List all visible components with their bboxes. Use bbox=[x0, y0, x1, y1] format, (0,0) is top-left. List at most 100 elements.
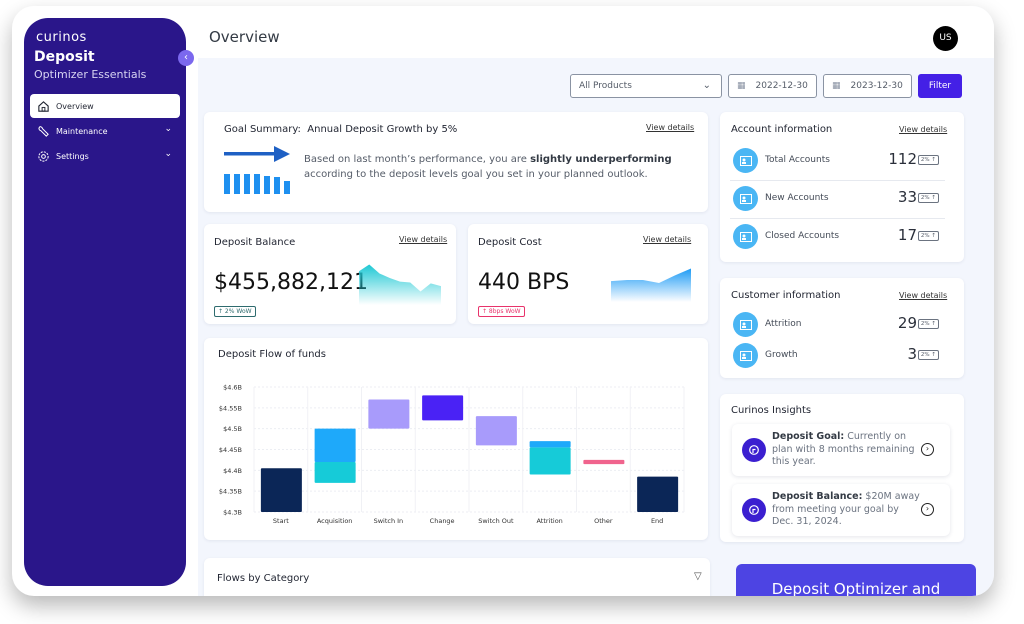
deposit-balance-badge: ↑ 2% WoW bbox=[214, 306, 256, 317]
product-select[interactable]: All Products ⌄ bbox=[570, 74, 722, 98]
insight-item[interactable]: Deposit Balance: $20M away from meeting … bbox=[732, 484, 950, 536]
id-card-icon bbox=[733, 312, 758, 337]
account-row-label: Closed Accounts bbox=[765, 231, 840, 241]
waterfall-bar-other[interactable] bbox=[583, 459, 625, 465]
flows-by-category-card: Flows by Category ▽ bbox=[204, 558, 710, 596]
y-tick-label: $4.4B bbox=[223, 467, 242, 475]
account-row-badge: 2% ↑ bbox=[917, 193, 939, 203]
waterfall-bar-attrition[interactable] bbox=[529, 441, 571, 448]
x-tick-label: Other bbox=[594, 517, 613, 525]
app-name: Deposit bbox=[34, 49, 95, 65]
account-row-value: 33 bbox=[897, 188, 917, 206]
goal-trend-icon bbox=[224, 146, 290, 194]
goal-summary-goal: Annual Deposit Growth by 5% bbox=[307, 124, 458, 135]
account-row-badge: 2% ↑ bbox=[917, 231, 939, 241]
insight-icon bbox=[742, 498, 766, 522]
waterfall-bar-acquisition[interactable] bbox=[314, 462, 356, 483]
customer-row-attrition: Attrition 29 2% ↑ bbox=[730, 306, 945, 344]
deposit-balance-sparkline bbox=[359, 264, 441, 305]
waterfall-bar-switch-in[interactable] bbox=[368, 399, 410, 429]
account-info-view-details-link[interactable]: View details bbox=[899, 125, 948, 134]
insight-text: Deposit Balance: $20M away from meeting … bbox=[772, 491, 920, 527]
chevron-left-icon: ‹ bbox=[184, 52, 188, 63]
collapse-sidebar-button[interactable]: ‹ bbox=[178, 50, 194, 66]
main-content: Overview US All Products ⌄ ▦ 2022-12-30 … bbox=[198, 6, 994, 596]
flows-by-category-title: Flows by Category bbox=[217, 573, 310, 584]
id-card-icon bbox=[733, 343, 758, 368]
sidebar-item-maintenance[interactable]: Maintenance ⌄ bbox=[30, 119, 180, 143]
app-subtitle: Optimizer Essentials bbox=[34, 68, 147, 81]
customer-info-card: Customer information View details Attrit… bbox=[720, 278, 964, 378]
sparkline-area bbox=[359, 264, 441, 305]
account-row-value: 17 bbox=[897, 226, 917, 244]
insight-item[interactable]: Deposit Goal: Currently on plan with 8 m… bbox=[732, 424, 950, 476]
waterfall-bar-end[interactable] bbox=[637, 476, 679, 512]
goal-view-details-link[interactable]: View details bbox=[646, 123, 695, 132]
customer-row-growth: Growth 3 2% ↑ bbox=[730, 337, 945, 375]
waterfall-bar-switch-out[interactable] bbox=[475, 416, 517, 446]
waterfall-bar-change[interactable] bbox=[422, 395, 464, 421]
account-row-label: New Accounts bbox=[765, 193, 829, 203]
chart-title: Deposit Flow of funds bbox=[218, 349, 326, 360]
promo-card[interactable]: Deposit Optimizer and bbox=[736, 564, 976, 596]
product-select-value: All Products bbox=[579, 81, 632, 91]
wrench-icon bbox=[36, 124, 50, 138]
x-tick-label: Start bbox=[273, 517, 289, 525]
customer-row-value: 3 bbox=[907, 345, 917, 363]
app-window: curinos Deposit Optimizer Essentials Ove… bbox=[12, 6, 994, 596]
end-date-input[interactable]: ▦ 2023-12-30 bbox=[823, 74, 912, 98]
deposit-balance-value: $455,882,121 bbox=[214, 270, 368, 295]
chevron-right-circle-icon[interactable]: › bbox=[921, 443, 934, 456]
sparkline-area bbox=[611, 268, 691, 302]
deposit-flow-chart: $4.3B $4.35B $4.4B $4.45B $4.5B $4.55B $4.6B St… bbox=[219, 384, 685, 525]
y-tick-label: $4.5B bbox=[223, 425, 242, 433]
divider bbox=[730, 180, 945, 181]
account-row-closed: Closed Accounts 17 2% ↑ bbox=[730, 218, 945, 256]
customer-info-title: Customer information bbox=[731, 290, 841, 301]
y-tick-label: $4.45B bbox=[219, 446, 242, 454]
sidebar: curinos Deposit Optimizer Essentials Ove… bbox=[24, 18, 186, 586]
x-tick-label: End bbox=[651, 517, 663, 525]
x-tick-label: Attrition bbox=[536, 517, 562, 525]
customer-row-badge: 2% ↑ bbox=[917, 350, 939, 360]
deposit-cost-card: Deposit Cost View details 440 BPS ↑ 8bps… bbox=[468, 224, 708, 324]
goal-summary-title: Goal Summary: Annual Deposit Growth by 5… bbox=[224, 124, 457, 135]
insights-title: Curinos Insights bbox=[731, 405, 812, 416]
x-tick-label: Switch In bbox=[374, 517, 404, 525]
x-tick-label: Switch Out bbox=[478, 517, 514, 525]
page-title: Overview bbox=[209, 28, 280, 46]
gear-icon bbox=[36, 149, 50, 163]
deposit-cost-view-details-link[interactable]: View details bbox=[643, 235, 692, 244]
end-date-value: 2023-12-30 bbox=[850, 81, 903, 91]
account-info-title: Account information bbox=[731, 124, 833, 135]
waterfall-bar-acquisition[interactable] bbox=[314, 428, 356, 462]
insight-icon bbox=[742, 438, 766, 462]
x-tick-label: Acquisition bbox=[317, 517, 353, 525]
chevron-down-icon: ⌄ bbox=[702, 80, 711, 91]
user-avatar[interactable]: US bbox=[933, 26, 958, 51]
x-tick-label: Change bbox=[430, 517, 455, 525]
deposit-balance-title: Deposit Balance bbox=[214, 237, 296, 248]
account-row-total: Total Accounts 112 2% ↑ bbox=[730, 142, 945, 180]
start-date-value: 2022-12-30 bbox=[755, 81, 808, 91]
waterfall-bar-start[interactable] bbox=[260, 468, 302, 512]
sidebar-item-overview[interactable]: Overview bbox=[30, 94, 180, 118]
deposit-cost-title: Deposit Cost bbox=[478, 237, 542, 248]
filter-funnel-icon[interactable]: ▽ bbox=[694, 571, 702, 582]
chevron-down-icon: ⌄ bbox=[164, 124, 172, 134]
y-tick-label: $4.35B bbox=[219, 488, 242, 496]
filter-button[interactable]: Filter bbox=[918, 74, 962, 98]
deposit-cost-sparkline bbox=[611, 268, 691, 302]
calendar-icon: ▦ bbox=[737, 81, 746, 91]
y-tick-label: $4.3B bbox=[223, 509, 242, 517]
deposit-balance-view-details-link[interactable]: View details bbox=[399, 235, 448, 244]
sidebar-item-label: Maintenance bbox=[56, 126, 108, 136]
account-row-new: New Accounts 33 2% ↑ bbox=[730, 180, 945, 218]
waterfall-bar-attrition[interactable] bbox=[529, 447, 571, 475]
goal-summary-label: Goal Summary: bbox=[224, 124, 301, 135]
chevron-right-circle-icon[interactable]: › bbox=[921, 503, 934, 516]
sidebar-item-settings[interactable]: Settings ⌄ bbox=[30, 144, 180, 168]
start-date-input[interactable]: ▦ 2022-12-30 bbox=[728, 74, 817, 98]
home-icon bbox=[36, 99, 50, 113]
customer-info-view-details-link[interactable]: View details bbox=[899, 291, 948, 300]
